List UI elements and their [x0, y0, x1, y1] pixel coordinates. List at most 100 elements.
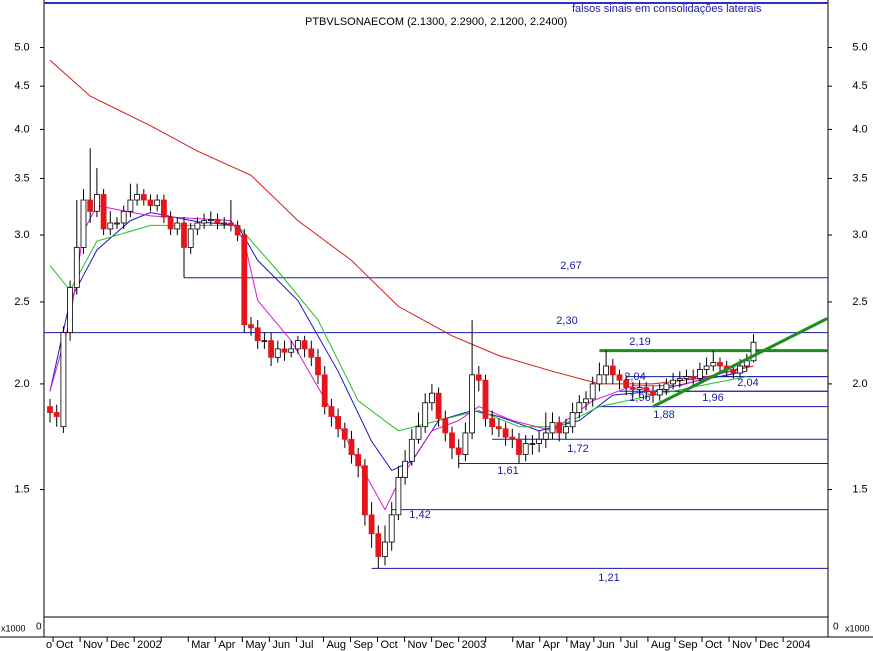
level-label: 1,88 — [653, 409, 674, 421]
candle-body — [569, 412, 576, 428]
candle-body — [308, 348, 315, 358]
candle-body — [100, 194, 107, 230]
x-tick-label: Jul — [299, 639, 313, 651]
candle-body — [643, 387, 650, 392]
y-tick-label: 3.5 — [14, 172, 29, 184]
y-tick-label: 2.5 — [14, 296, 29, 308]
candle-body — [630, 387, 636, 390]
candle-body — [529, 443, 536, 445]
candle-body — [127, 199, 134, 212]
y-tick-label-right: 2.0 — [852, 378, 867, 390]
candle-body — [542, 432, 549, 440]
x-tick-label: Oct — [56, 639, 73, 651]
candle-body — [596, 374, 603, 385]
moving-average — [49, 224, 747, 432]
y-tick-label-right: 3.5 — [852, 172, 867, 184]
x-tick-label: Sep — [353, 639, 373, 651]
candle-body — [335, 416, 342, 430]
x-tick-label: May — [570, 639, 591, 651]
candle-body — [241, 234, 248, 326]
level-label: 1,96 — [702, 392, 723, 404]
candle-body — [361, 465, 368, 516]
level-label: 1,72 — [567, 443, 588, 455]
candle-body — [167, 216, 174, 230]
candle-body — [589, 383, 596, 400]
x-tick-label: Dec — [110, 639, 130, 651]
candle-body — [288, 348, 295, 353]
candle-body — [670, 379, 676, 385]
candle-body — [449, 432, 455, 449]
candle-body — [181, 222, 187, 248]
candle-body — [428, 392, 435, 404]
candle-body — [536, 438, 542, 444]
x-tick-label: Nov — [83, 639, 103, 651]
candle-body — [395, 477, 402, 516]
level-label: 2,67 — [560, 260, 581, 272]
y-tick-label-right: 4.5 — [852, 80, 867, 92]
level-label: 1,96 — [629, 392, 650, 404]
level-label: 2,19 — [629, 336, 650, 348]
candle-body — [254, 327, 261, 342]
chart-title: PTBVLSONAECOM (2.1300, 2.2900, 2.1200, 2… — [305, 16, 567, 28]
x-tick-label: Oct — [705, 639, 722, 651]
x-tick-label: Jul — [624, 639, 638, 651]
candle-body — [154, 199, 161, 207]
level-label: 1,61 — [497, 465, 518, 477]
candle-body — [623, 379, 630, 388]
candle-body — [683, 376, 690, 379]
candle-body — [341, 428, 348, 440]
x-tick-label: Nov — [408, 639, 428, 651]
candle-body — [87, 199, 94, 212]
level-label: 2,04 — [737, 377, 758, 389]
candle-body — [140, 194, 147, 201]
candle-body — [563, 426, 569, 434]
candle-body — [107, 222, 114, 230]
candle-body — [268, 340, 275, 358]
candle-body — [616, 374, 623, 381]
candle-body — [475, 374, 482, 381]
x-tick-label: o — [46, 639, 52, 651]
candle-body — [650, 390, 656, 396]
x-tick-label: Apr — [543, 639, 560, 651]
y-tick-label-right: 2.5 — [852, 296, 867, 308]
candle-body — [60, 332, 67, 428]
x-tick-label: Oct — [381, 639, 398, 651]
level-label: 2,30 — [556, 315, 577, 327]
candle-body — [73, 247, 80, 288]
x-tick-label: Mar — [516, 639, 535, 651]
candle-body — [603, 365, 609, 376]
candle-body — [201, 220, 208, 224]
candle-body — [328, 406, 335, 417]
candle-body — [147, 199, 154, 207]
candle-body — [80, 199, 87, 248]
candle-body — [348, 438, 355, 455]
x-tick-label: Dec — [759, 639, 779, 651]
candle-body — [697, 369, 703, 379]
candle-body — [442, 418, 449, 434]
x-tick-label: 2002 — [137, 639, 161, 651]
x-tick-label: Nov — [732, 639, 752, 651]
indicator-zero-left: 0 — [36, 622, 42, 633]
candle-body — [502, 428, 509, 438]
candle-body — [315, 356, 321, 376]
annotation: falsos sinais em consolidações laterais — [572, 3, 762, 15]
x-tick-label: Jun — [272, 639, 290, 651]
x-tick-label: Aug — [326, 639, 346, 651]
candle-body — [221, 222, 228, 225]
candle-body — [710, 362, 717, 367]
candle-body — [435, 392, 442, 419]
level-label: 1,42 — [409, 509, 430, 521]
candle-body — [730, 369, 737, 374]
candle-body — [261, 340, 268, 343]
candle-body — [422, 402, 429, 428]
y-tick-label-right: 5.0 — [852, 41, 867, 53]
candle-body — [248, 324, 254, 329]
candle-body — [609, 365, 616, 376]
candle-body — [676, 378, 683, 381]
trendline — [652, 317, 828, 408]
candle-body — [703, 365, 710, 370]
x-tick-label: 2003 — [462, 639, 486, 651]
level-label: 1,21 — [598, 572, 619, 584]
candle-body — [194, 222, 201, 230]
